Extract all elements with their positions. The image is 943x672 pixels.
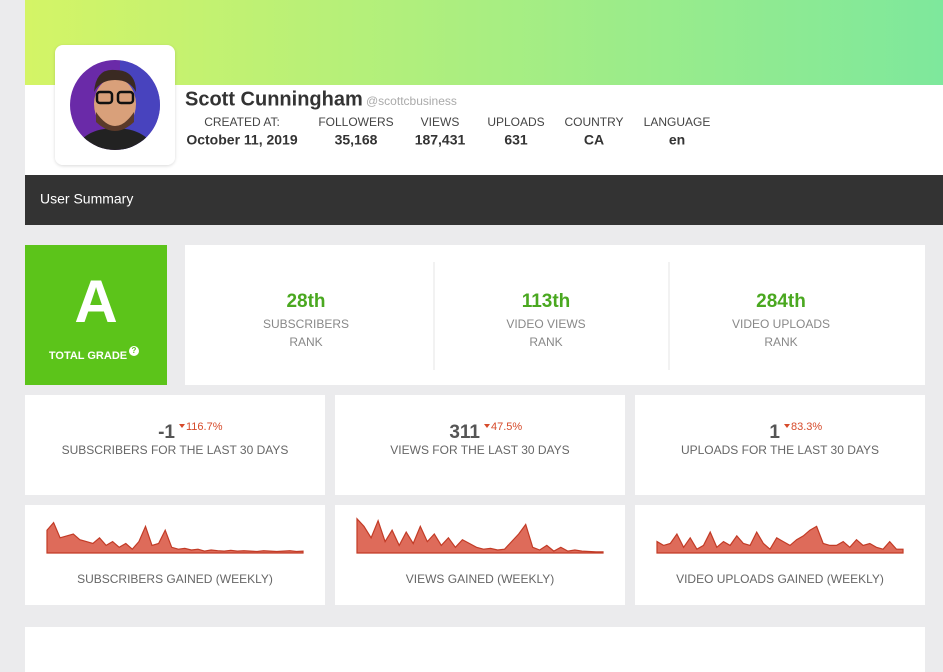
help-icon-glyph: ? bbox=[132, 346, 137, 355]
chart-card bbox=[25, 505, 325, 605]
stat-card bbox=[635, 395, 925, 495]
rank-label: SUBSCRIBERS bbox=[263, 317, 349, 331]
stat30-label: UPLOADS FOR THE LAST 30 DAYS bbox=[681, 443, 879, 457]
sparkline-label: VIDEO UPLOADS GAINED (WEEKLY) bbox=[676, 572, 884, 586]
down-arrow bbox=[784, 424, 790, 428]
stat30-value: -1 bbox=[158, 422, 175, 443]
down-arrow bbox=[179, 424, 185, 428]
stat-value: 35,168 bbox=[335, 132, 378, 148]
sparkline-area bbox=[356, 517, 604, 554]
grade-box bbox=[25, 245, 167, 385]
help-icon[interactable] bbox=[129, 346, 139, 356]
rank-value: 113th bbox=[522, 291, 571, 312]
stat-value: en bbox=[669, 132, 685, 148]
rank-label: VIDEO VIEWS bbox=[506, 317, 585, 331]
stat-card bbox=[25, 395, 325, 495]
sparkline-area bbox=[656, 525, 904, 554]
stat30-change: 116.7% bbox=[186, 421, 223, 433]
stat-value: CA bbox=[584, 132, 604, 148]
stat30-change: 47.5% bbox=[491, 421, 522, 433]
stat-value: 631 bbox=[504, 132, 528, 148]
user-name: Scott Cunningham bbox=[185, 88, 363, 110]
sparkline-label: SUBSCRIBERS GAINED (WEEKLY) bbox=[77, 572, 273, 586]
bottom-panel bbox=[25, 627, 925, 672]
stat30-change: 83.3% bbox=[791, 421, 822, 433]
stat-label: VIEWS bbox=[421, 115, 460, 129]
stat-label: LANGUAGE bbox=[644, 115, 711, 129]
rank-sub: RANK bbox=[289, 335, 322, 349]
stat-value: October 11, 2019 bbox=[186, 132, 298, 148]
summary-title: User Summary bbox=[40, 191, 133, 207]
rank-panel bbox=[185, 245, 925, 385]
sparkline-area bbox=[46, 521, 304, 554]
rank-sub: RANK bbox=[529, 335, 562, 349]
user-handle: @scottcbusiness bbox=[366, 94, 457, 108]
stat-value: 187,431 bbox=[415, 132, 466, 148]
stat-label: FOLLOWERS bbox=[318, 115, 393, 129]
summary-bar bbox=[25, 175, 943, 225]
chart-card bbox=[635, 505, 925, 605]
grade-label: TOTAL GRADE bbox=[49, 350, 127, 362]
sparkline-label: VIEWS GAINED (WEEKLY) bbox=[406, 572, 554, 586]
down-arrow bbox=[484, 424, 490, 428]
stat30-value: 311 bbox=[449, 422, 480, 443]
rank-sub: RANK bbox=[764, 335, 797, 349]
stat30-label: SUBSCRIBERS FOR THE LAST 30 DAYS bbox=[62, 443, 289, 457]
chart-card bbox=[335, 505, 625, 605]
stat30-label: VIEWS FOR THE LAST 30 DAYS bbox=[390, 443, 569, 457]
stat-card bbox=[335, 395, 625, 495]
grade-letter: A bbox=[74, 268, 117, 335]
rank-value: 28th bbox=[286, 291, 325, 312]
header-banner bbox=[25, 0, 943, 85]
rank-label: VIDEO UPLOADS bbox=[732, 317, 830, 331]
stat-label: UPLOADS bbox=[487, 115, 544, 129]
stat30-value: 1 bbox=[769, 422, 780, 443]
rank-value: 284th bbox=[756, 291, 806, 312]
header-panel bbox=[25, 85, 943, 175]
stat-label: CREATED AT: bbox=[204, 115, 280, 129]
stat-label: COUNTRY bbox=[564, 115, 623, 129]
